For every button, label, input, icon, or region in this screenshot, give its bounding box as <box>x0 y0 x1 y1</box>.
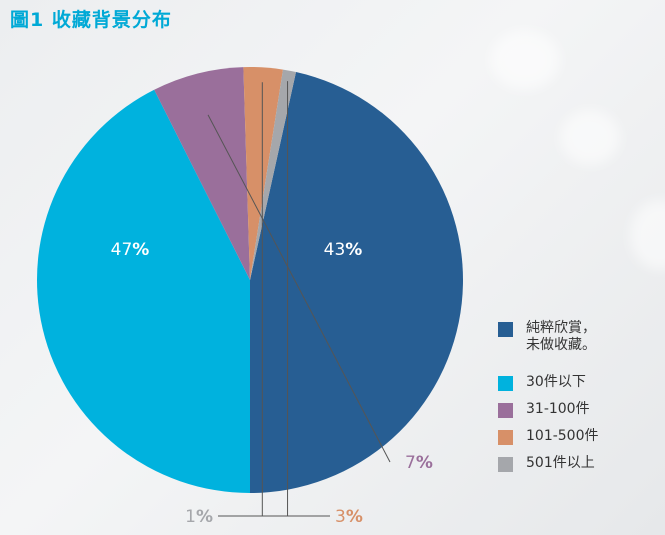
legend-item-appreciation-only: 純粹欣賞， 未做收藏。 <box>498 320 596 354</box>
data-label-value: 47 <box>111 240 133 260</box>
data-label: 3% <box>335 507 363 527</box>
slice-under-30 <box>36 89 250 493</box>
data-label: 47% <box>111 240 150 260</box>
data-label-value: 7 <box>405 453 416 473</box>
data-label-percent: % <box>132 240 149 260</box>
legend-swatch <box>498 322 513 337</box>
slice-101-500 <box>243 67 283 280</box>
legend-swatch <box>498 403 513 418</box>
data-label-percent: % <box>346 507 363 527</box>
slice-31-100 <box>154 67 250 281</box>
legend-item-over-501: 501件以上 <box>498 455 595 472</box>
slice-over-501 <box>250 69 297 280</box>
data-label: 43% <box>324 240 363 260</box>
data-label-percent: % <box>196 507 213 527</box>
leader-line-31-100 <box>207 114 391 463</box>
slice-appreciation-only <box>250 72 464 493</box>
background-blob <box>560 110 620 165</box>
legend-label: 純粹欣賞， 未做收藏。 <box>526 320 596 353</box>
data-label: 7% <box>405 453 433 473</box>
data-label-value: 43 <box>324 240 346 260</box>
legend-label: 30件以下 <box>526 374 586 390</box>
legend-item-under-30: 30件以下 <box>498 374 586 391</box>
legend-swatch <box>498 376 513 391</box>
data-label-value: 3 <box>335 507 346 527</box>
legend-swatch <box>498 457 513 472</box>
data-label: 1% <box>185 507 213 527</box>
legend-swatch <box>498 430 513 445</box>
legend-item-101-500: 101-500件 <box>498 428 599 445</box>
data-label-percent: % <box>345 240 362 260</box>
data-label-percent: % <box>416 453 433 473</box>
chart-title: 圖1 收藏背景分布 <box>10 9 172 31</box>
data-label-value: 1 <box>185 507 196 527</box>
legend-label: 31-100件 <box>526 401 590 417</box>
leader-line-501-plus <box>218 81 289 517</box>
legend-item-31-100: 31-100件 <box>498 401 590 418</box>
legend-label: 101-500件 <box>526 428 599 444</box>
legend-label: 501件以上 <box>526 455 595 471</box>
background-blob <box>490 30 560 90</box>
